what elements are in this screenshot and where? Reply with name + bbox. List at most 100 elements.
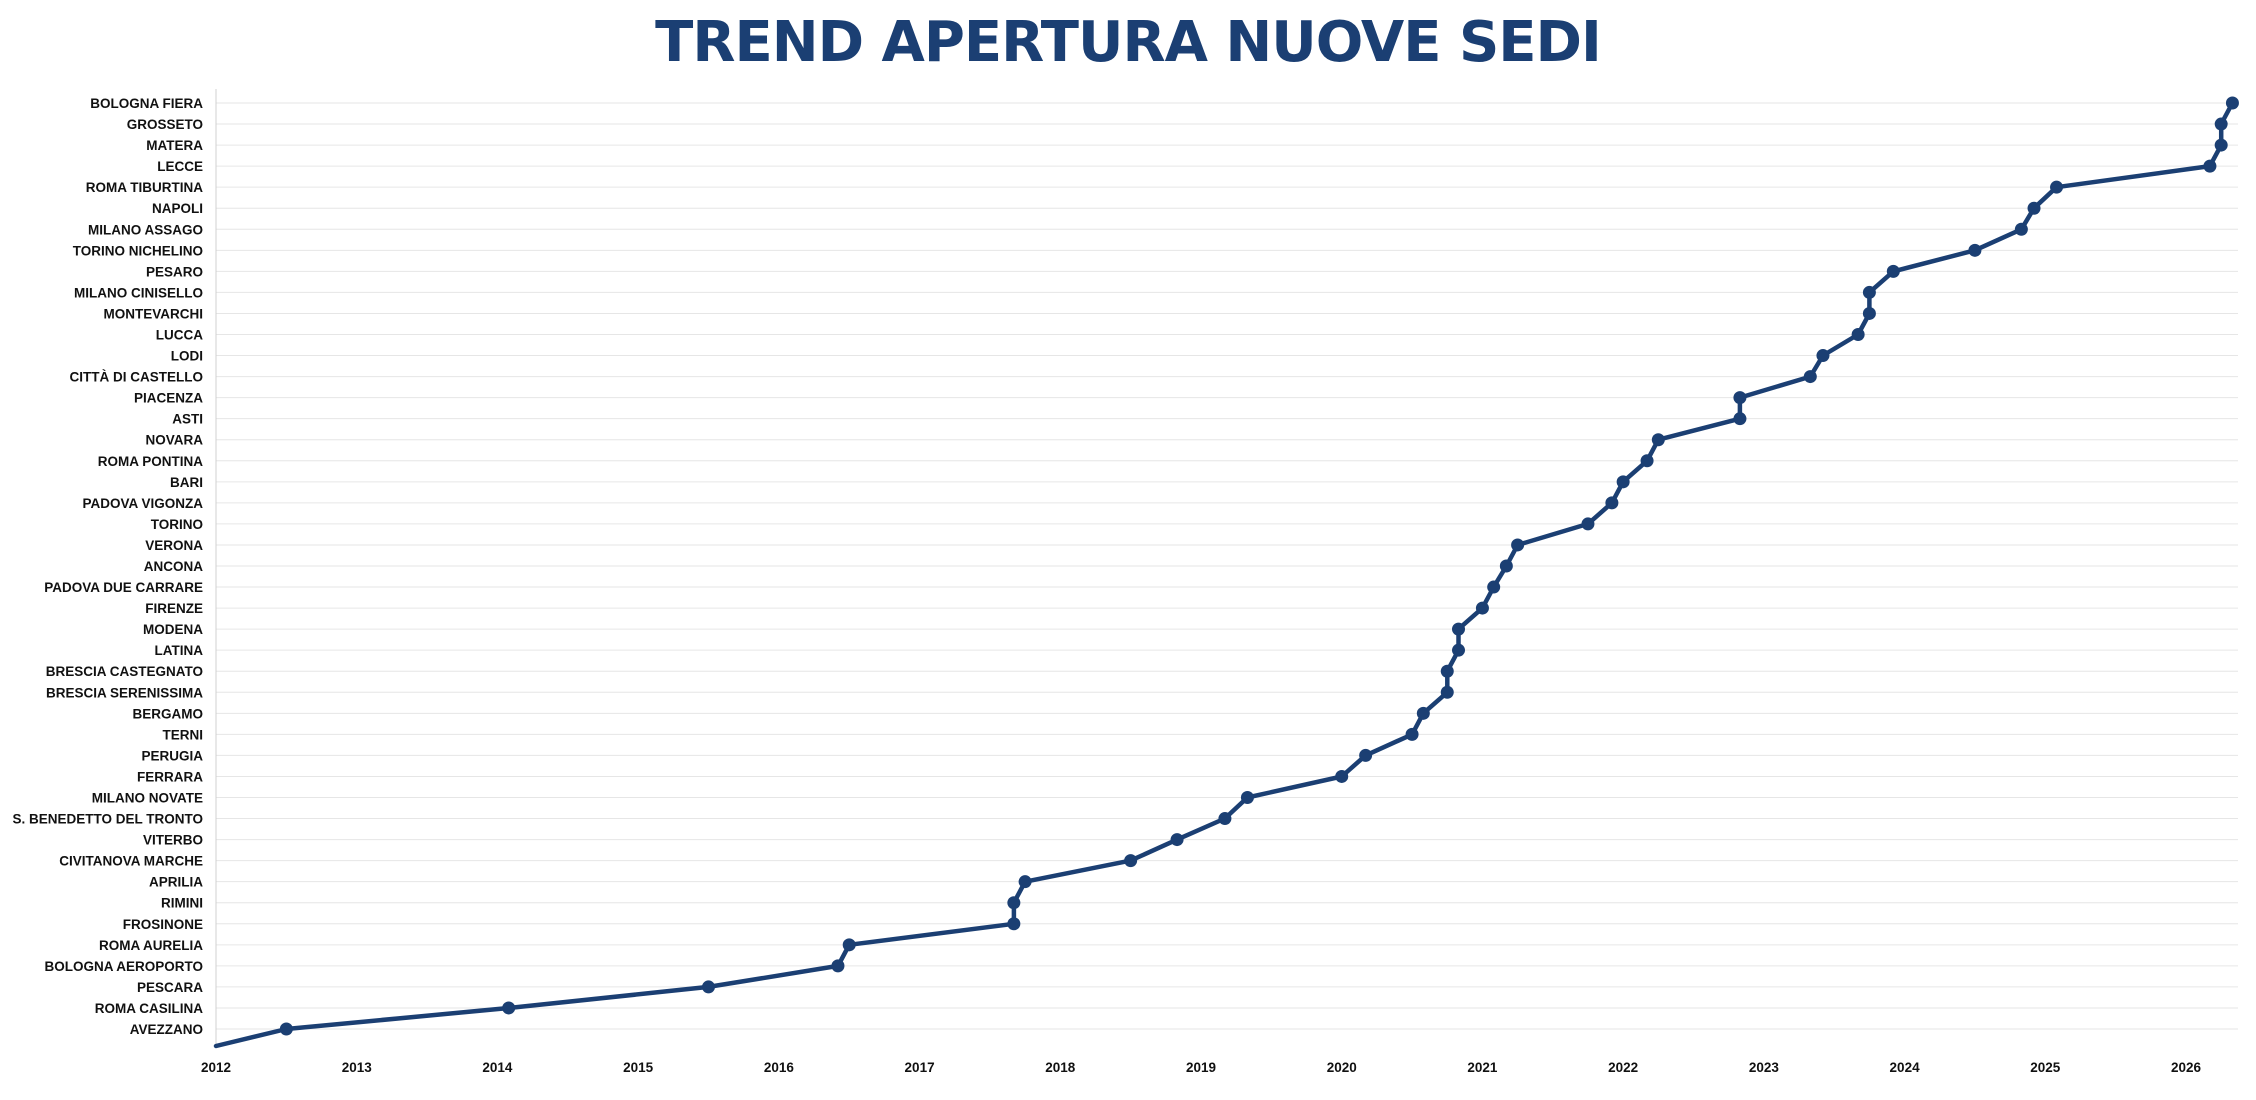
data-point	[702, 980, 715, 994]
data-point	[1335, 769, 1349, 783]
y-tick-label: RIMINI	[161, 896, 203, 911]
y-tick-label: GROSSETO	[127, 117, 203, 132]
y-tick-label: CITTÀ DI CASTELLO	[70, 370, 204, 385]
x-tick-label: 2024	[1890, 1060, 1921, 1075]
data-point	[1440, 685, 1454, 699]
x-tick-label: 2025	[2030, 1060, 2061, 1075]
data-point	[1440, 664, 1454, 678]
x-tick-label: 2013	[342, 1060, 373, 1075]
x-tick-label: 2021	[1467, 1060, 1498, 1075]
data-point	[1733, 391, 1747, 405]
y-tick-label: MONTEVARCHI	[104, 306, 204, 321]
y-tick-label: FERRARA	[137, 769, 203, 784]
data-point	[1581, 517, 1595, 531]
data-point	[1487, 580, 1501, 594]
y-tick-label: TERNI	[163, 727, 204, 742]
data-point	[1605, 496, 1619, 510]
y-tick-label: BERGAMO	[133, 706, 204, 721]
y-axis-labels: AVEZZANO ROMA CASILINA PESCARA BOLOGNA AERO…	[12, 96, 203, 1037]
y-tick-label: ROMA AURELIA	[99, 938, 203, 953]
y-tick-label: TORINO NICHELINO	[73, 243, 203, 258]
data-point	[1886, 264, 1900, 278]
data-point	[1475, 601, 1489, 615]
y-tick-label: BRESCIA CASTEGNATO	[46, 664, 203, 679]
y-tick-label: VERONA	[145, 538, 203, 553]
data-point	[1452, 622, 1466, 636]
data-point	[1018, 875, 1032, 889]
trend-line	[213, 100, 2235, 1049]
data-point	[2225, 96, 2239, 110]
y-tick-label: ANCONA	[144, 559, 203, 574]
data-point	[1007, 896, 1021, 910]
x-tick-label: 2026	[2171, 1060, 2202, 1075]
data-point	[1851, 328, 1865, 341]
data-point	[1862, 285, 1876, 299]
x-tick-label: 2016	[764, 1060, 795, 1075]
y-tick-label: BOLOGNA FIERA	[90, 96, 203, 111]
x-tick-label: 2023	[1749, 1060, 1780, 1075]
y-tick-label: LODI	[171, 349, 203, 364]
data-point	[1651, 433, 1665, 447]
data-point	[1968, 243, 1982, 257]
x-tick-label: 2019	[1186, 1060, 1216, 1075]
y-tick-label: NAPOLI	[152, 201, 203, 216]
data-point	[2014, 222, 2028, 236]
data-point	[2214, 117, 2228, 131]
data-point	[502, 1001, 516, 1015]
y-tick-label: ROMA TIBURTINA	[86, 180, 203, 195]
y-tick-label: MATERA	[146, 138, 203, 153]
y-tick-label: MILANO CINISELLO	[74, 285, 203, 300]
data-point	[1499, 559, 1513, 573]
data-point	[1511, 538, 1525, 552]
y-tick-label: BRESCIA SERENISSIMA	[46, 685, 203, 700]
y-tick-label: NOVARA	[145, 433, 203, 448]
y-tick-label: AVEZZANO	[130, 1022, 203, 1037]
data-point	[2050, 180, 2064, 194]
y-tick-label: TORINO	[151, 517, 203, 532]
data-point	[1218, 812, 1232, 826]
gridlines	[216, 102, 2238, 1030]
chart-title: TREND APERTURA NUOVE SEDI	[655, 10, 1602, 75]
data-point	[1616, 475, 1630, 489]
data-point	[2214, 138, 2228, 152]
data-point	[1816, 349, 1830, 363]
data-point	[1007, 917, 1021, 931]
y-tick-label: APRILIA	[149, 875, 203, 890]
series-line	[213, 100, 2235, 1049]
data-point	[1359, 748, 1373, 762]
y-tick-label: ROMA PONTINA	[98, 454, 203, 469]
data-point	[1733, 412, 1747, 426]
y-tick-label: BOLOGNA AEROPORTO	[44, 959, 203, 974]
y-tick-label: PADOVA DUE CARRARE	[44, 580, 203, 595]
data-point	[842, 938, 856, 952]
x-tick-label: 2014	[482, 1060, 513, 1075]
y-tick-label: BARI	[170, 475, 203, 490]
x-tick-label: 2012	[201, 1060, 231, 1075]
y-tick-label: FROSINONE	[123, 917, 203, 932]
y-tick-label: LECCE	[157, 159, 203, 174]
y-tick-label: MILANO ASSAGO	[88, 222, 203, 237]
y-tick-label: VITERBO	[143, 833, 203, 848]
data-point	[1405, 727, 1419, 741]
data-point	[2203, 159, 2217, 173]
data-point	[831, 959, 845, 973]
y-tick-label: CIVITANOVA MARCHE	[59, 854, 203, 869]
x-tick-label: 2022	[1608, 1060, 1638, 1075]
series-markers	[279, 96, 2239, 1036]
y-tick-label: PERUGIA	[141, 748, 203, 763]
x-tick-label: 2017	[905, 1060, 935, 1075]
y-tick-label: ASTI	[172, 412, 203, 427]
y-tick-label: PESARO	[146, 264, 203, 279]
data-point	[2027, 201, 2041, 215]
y-tick-label: PADOVA VIGONZA	[82, 496, 203, 511]
y-tick-label: FIRENZE	[145, 601, 203, 616]
x-tick-label: 2020	[1327, 1060, 1357, 1075]
y-tick-label: ROMA CASILINA	[95, 1001, 203, 1016]
data-point	[1416, 706, 1430, 720]
y-tick-label: LUCCA	[156, 328, 203, 343]
y-tick-label: PIACENZA	[134, 391, 203, 406]
data-point	[1452, 643, 1466, 657]
y-tick-label: MODENA	[143, 622, 203, 637]
y-tick-label: PESCARA	[137, 980, 203, 995]
